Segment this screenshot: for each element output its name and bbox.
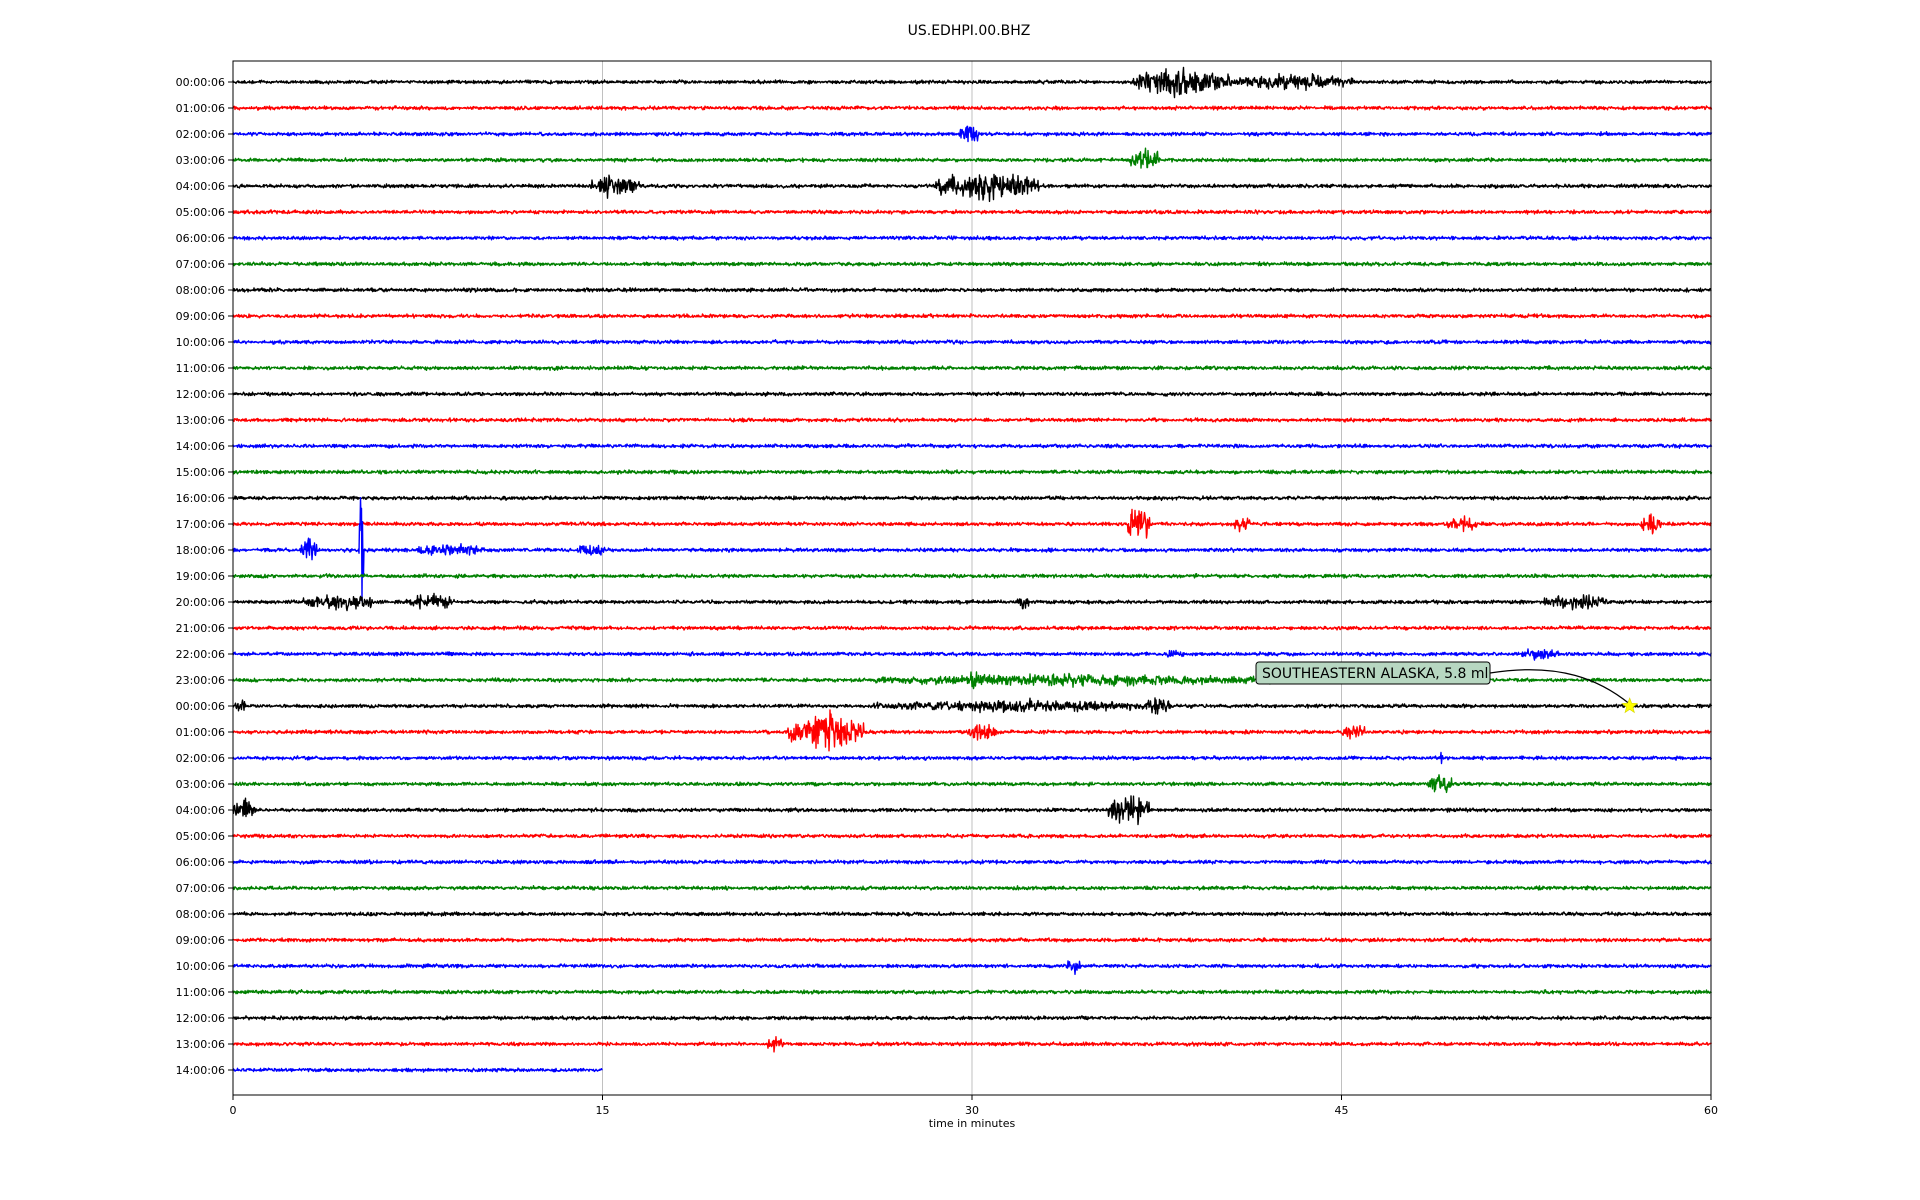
seismogram-traces [232,66,1713,1073]
x-tick-label: 15 [596,1104,610,1117]
row-time-label: 15:00:06 [176,466,225,479]
event-annotation: SOUTHEASTERN ALASKA, 5.8 ml [1255,661,1639,714]
row-time-label: 01:00:06 [176,726,225,739]
x-axis-ticks: 0 15 30 45 60 [230,1095,1718,1117]
trace-row-8 [232,287,1712,293]
row-time-label: 00:00:06 [176,700,225,713]
row-time-label: 16:00:06 [176,492,225,505]
trace-row-34 [232,960,1712,975]
trace-row-24 [232,697,1713,715]
trace-row-25 [232,709,1712,752]
row-time-label: 08:00:06 [176,908,225,921]
trace-row-3 [232,147,1713,169]
row-time-label: 06:00:06 [176,232,225,245]
annotation-label: SOUTHEASTERN ALASKA, 5.8 ml [1262,666,1488,682]
trace-row-26 [232,751,1713,765]
trace-row-29 [232,833,1713,839]
trace-row-28 [232,795,1713,826]
row-time-label: 12:00:06 [176,388,225,401]
row-time-label: 09:00:06 [176,934,225,947]
trace-row-37 [232,1036,1713,1053]
trace-row-5 [232,209,1713,215]
row-time-label: 02:00:06 [176,128,225,141]
row-time-label: 23:00:06 [176,674,225,687]
row-time-label: 12:00:06 [176,1012,225,1025]
row-time-label: 05:00:06 [176,830,225,843]
trace-row-11 [232,365,1713,372]
trace-row-31 [232,885,1712,891]
annotation-arrow [1489,669,1631,705]
row-time-label: 14:00:06 [176,1064,225,1077]
trace-row-10 [232,339,1712,345]
row-time-label: 17:00:06 [176,518,225,531]
trace-row-27 [232,774,1713,794]
trace-row-36 [232,1015,1712,1021]
row-time-label: 07:00:06 [176,258,225,271]
row-time-label: 10:00:06 [176,960,225,973]
row-time-label: 08:00:06 [176,284,225,297]
trace-row-21 [232,625,1712,631]
trace-row-19 [232,573,1713,579]
trace-row-12 [232,391,1713,397]
trace-row-32 [232,911,1713,917]
row-time-label: 02:00:06 [176,752,225,765]
row-time-label: 19:00:06 [176,570,225,583]
trace-row-2 [232,125,1713,143]
trace-row-18 [232,497,1712,602]
row-time-label: 11:00:06 [176,362,225,375]
trace-row-16 [232,495,1712,502]
row-time-label: 10:00:06 [176,336,225,349]
trace-row-0 [232,66,1713,99]
x-tick-label: 60 [1704,1104,1718,1117]
row-time-label: 07:00:06 [176,882,225,895]
trace-row-22 [232,648,1712,661]
row-time-label: 22:00:06 [176,648,225,661]
x-tick-label: 45 [1335,1104,1349,1117]
row-time-label: 13:00:06 [176,414,225,427]
row-time-label: 05:00:06 [176,206,225,219]
trace-row-17 [232,508,1712,539]
trace-row-38 [232,1067,603,1073]
row-time-labels: 00:00:06 01:00:06 02:00:06 03:00:06 04:00:06… [176,76,233,1077]
event-star-marker [1621,697,1639,714]
x-tick-label: 30 [965,1104,979,1117]
chart-title: US.EDHPI.00.BHZ [908,23,1031,39]
trace-row-9 [232,313,1712,319]
trace-row-7 [232,261,1713,267]
row-time-label: 00:00:06 [176,76,225,89]
trace-row-33 [232,937,1712,943]
trace-row-4 [232,173,1713,203]
row-time-label: 01:00:06 [176,102,225,115]
trace-row-13 [232,417,1713,423]
trace-row-20 [232,592,1713,612]
row-time-label: 21:00:06 [176,622,225,635]
trace-row-6 [232,235,1713,241]
row-time-label: 14:00:06 [176,440,225,453]
x-axis-label: time in minutes [929,1117,1016,1130]
trace-row-30 [232,859,1713,865]
plot-frame [232,60,1712,1096]
row-time-label: 03:00:06 [176,154,225,167]
row-time-label: 11:00:06 [176,986,225,999]
trace-row-1 [232,105,1713,111]
trace-row-14 [232,443,1713,449]
row-time-label: 04:00:06 [176,180,225,193]
trace-row-15 [232,469,1713,475]
row-time-label: 20:00:06 [176,596,225,609]
x-tick-label: 0 [230,1104,237,1117]
row-time-label: 06:00:06 [176,856,225,869]
row-time-label: 09:00:06 [176,310,225,323]
row-time-label: 18:00:06 [176,544,225,557]
trace-row-35 [232,989,1712,995]
row-time-label: 04:00:06 [176,804,225,817]
row-time-label: 03:00:06 [176,778,225,791]
annotation-box [1255,661,1491,685]
row-time-label: 13:00:06 [176,1038,225,1051]
